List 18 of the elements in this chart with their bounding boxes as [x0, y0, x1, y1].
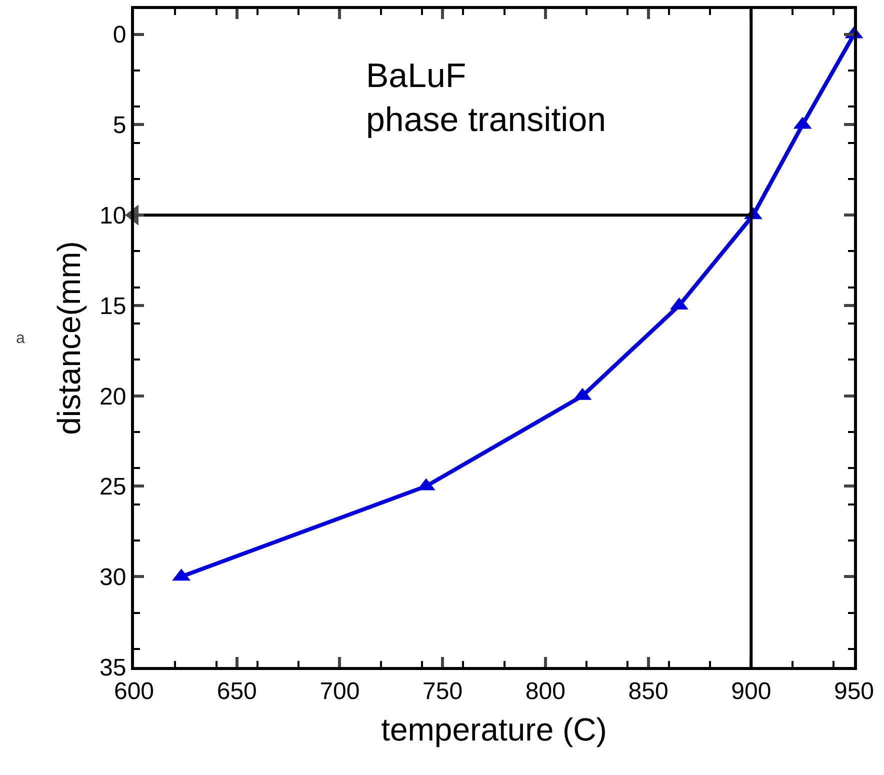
y-tick-label: 20 — [99, 383, 126, 410]
y-axis-title: distance(mm) — [50, 241, 87, 435]
text: a — [16, 330, 25, 347]
annotation: BaLuF phase transition — [366, 57, 606, 140]
y-tick-label: 5 — [112, 112, 126, 140]
y-tick-label: 15 — [99, 292, 126, 320]
x-tick-label: 850 — [628, 678, 668, 705]
y-tick-label: 30 — [99, 564, 126, 592]
x-tick-label: 650 — [216, 678, 257, 705]
y-tick-label: 10 — [99, 202, 126, 230]
x-tick-label: 900 — [731, 678, 772, 705]
x-tick-label: 700 — [320, 678, 360, 705]
x-axis-title: temperature (C) — [381, 712, 607, 748]
x-tick-label: 750 — [422, 678, 463, 705]
y-tick-label: 0 — [112, 22, 126, 49]
x-tick-label: 950 — [834, 678, 874, 705]
x-tick-label: 800 — [525, 678, 566, 705]
y-tick-label: 25 — [99, 474, 126, 501]
